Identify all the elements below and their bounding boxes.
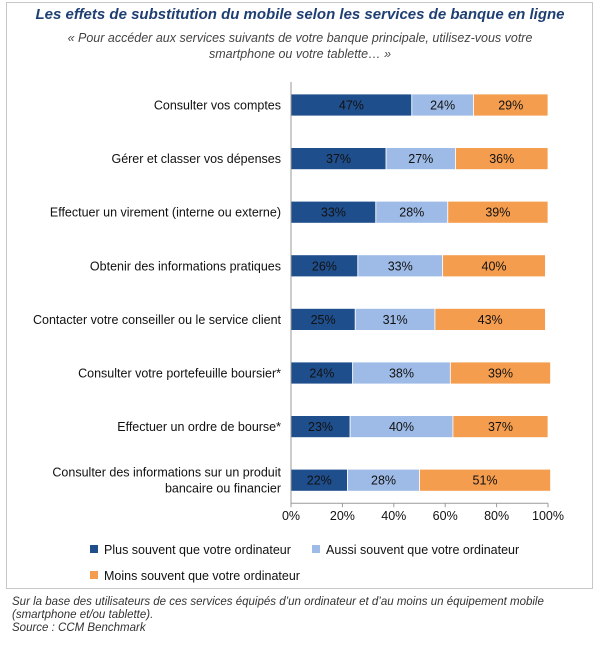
bar-value-label: 39% bbox=[485, 206, 510, 220]
bar-value-label: 33% bbox=[388, 259, 413, 273]
category-label: Consulter votre portefeuille boursier* bbox=[78, 367, 281, 381]
chart-title: Les effets de substitution du mobile sel… bbox=[35, 6, 565, 23]
bar-value-label: 43% bbox=[478, 313, 503, 327]
bar-value-label: 40% bbox=[482, 259, 507, 273]
x-tick-label: 80% bbox=[484, 509, 509, 523]
legend-label-aussi: Aussi souvent que votre ordinateur bbox=[326, 543, 520, 557]
bar-value-label: 33% bbox=[321, 206, 346, 220]
category-label: Effectuer un virement (interne ou extern… bbox=[50, 206, 281, 220]
legend-label-moins: Moins souvent que votre ordinateur bbox=[104, 569, 300, 583]
x-tick-label: 40% bbox=[381, 509, 406, 523]
x-tick-label: 60% bbox=[433, 509, 458, 523]
bar-value-label: 29% bbox=[498, 99, 523, 113]
bar-segment bbox=[447, 200, 549, 224]
bar-segment bbox=[455, 147, 549, 171]
x-tick-label: 0% bbox=[282, 509, 300, 523]
bar-value-label: 37% bbox=[488, 420, 513, 434]
legend-swatch-aussi bbox=[312, 545, 320, 553]
bar-segment bbox=[434, 307, 546, 331]
legend-label-plus: Plus souvent que votre ordinateur bbox=[104, 543, 291, 557]
bar-value-label: 25% bbox=[311, 313, 336, 327]
bar-value-label: 40% bbox=[389, 420, 414, 434]
bar-value-label: 38% bbox=[389, 367, 414, 381]
bar-value-label: 24% bbox=[430, 99, 455, 113]
bar-value-label: 23% bbox=[308, 420, 333, 434]
footnote-source: Source : CCM Benchmark bbox=[12, 622, 146, 634]
bar-segment bbox=[442, 254, 546, 278]
category-label: Gérer et classer vos dépenses bbox=[111, 152, 281, 166]
bar-value-label: 26% bbox=[312, 259, 337, 273]
bar-value-label: 24% bbox=[309, 367, 334, 381]
bar-value-label: 37% bbox=[326, 152, 351, 166]
category-label: Contacter votre conseiller ou le service… bbox=[33, 313, 282, 327]
footnote-basis: Sur la base des utilisateurs de ces serv… bbox=[12, 596, 544, 621]
legend-swatch-plus bbox=[90, 545, 98, 553]
bar-value-label: 27% bbox=[408, 152, 433, 166]
bar-value-label: 31% bbox=[383, 313, 408, 327]
category-label: Consulter vos comptes bbox=[154, 99, 281, 113]
bar-segment bbox=[419, 468, 551, 492]
x-tick-label: 100% bbox=[532, 509, 564, 523]
bar-value-label: 28% bbox=[371, 474, 396, 488]
bar-segment bbox=[452, 415, 549, 439]
bar-value-label: 28% bbox=[399, 206, 424, 220]
bar-value-label: 39% bbox=[488, 367, 513, 381]
bar-segment bbox=[449, 361, 551, 385]
x-tick-label: 20% bbox=[330, 509, 355, 523]
bar-value-label: 22% bbox=[307, 474, 332, 488]
bar-value-label: 51% bbox=[473, 474, 498, 488]
legend-item-moins: Moins souvent que votre ordinateur bbox=[90, 569, 300, 583]
legend-item-plus: Plus souvent que votre ordinateur bbox=[90, 543, 291, 557]
bar-value-label: 47% bbox=[339, 99, 364, 113]
legend-swatch-moins bbox=[90, 571, 98, 579]
bar-segment bbox=[473, 93, 549, 117]
legend-item-aussi: Aussi souvent que votre ordinateur bbox=[312, 543, 519, 557]
footnote: Sur la base des utilisateurs de ces serv… bbox=[12, 596, 592, 635]
category-label: Consulter des informations sur un produi… bbox=[52, 466, 281, 496]
chart-subtitle: « Pour accéder aux services suivants de … bbox=[67, 31, 533, 61]
chart-frame bbox=[6, 2, 593, 589]
category-label: Obtenir des informations pratiques bbox=[90, 259, 281, 273]
bar-value-label: 36% bbox=[489, 152, 514, 166]
category-label: Effectuer un ordre de bourse* bbox=[117, 420, 281, 434]
